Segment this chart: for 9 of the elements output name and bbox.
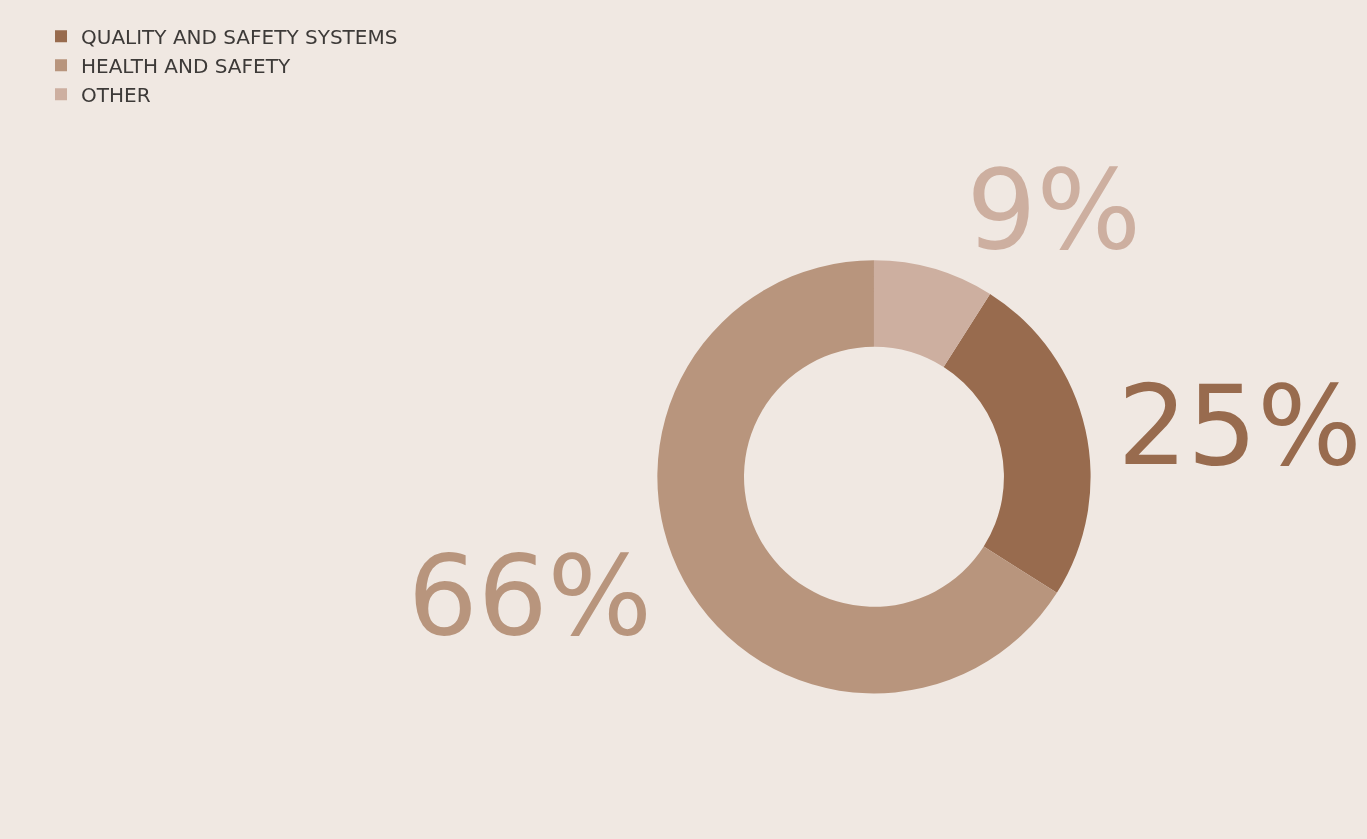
donut-slice (873, 260, 991, 368)
legend-label: HEALTH AND SAFETY (81, 54, 291, 79)
donut-slice (943, 293, 1091, 593)
data-label: 9% (966, 145, 1141, 274)
legend-label: QUALITY AND SAFETY SYSTEMS (81, 25, 398, 50)
legend-label: OTHER (81, 83, 151, 108)
donut-slice (657, 260, 1057, 694)
data-label: 66% (407, 532, 653, 661)
data-label: 25% (1117, 362, 1362, 491)
